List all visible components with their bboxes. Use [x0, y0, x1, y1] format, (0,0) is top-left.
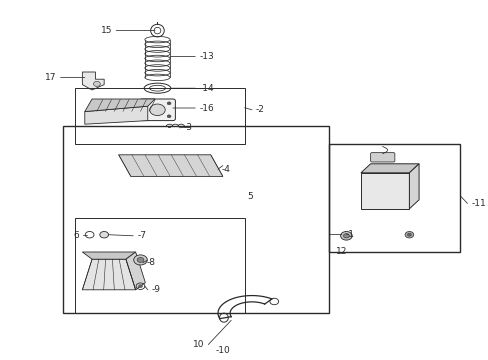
Polygon shape	[119, 155, 223, 176]
Polygon shape	[82, 72, 104, 90]
Polygon shape	[82, 252, 135, 259]
Circle shape	[343, 234, 348, 238]
Circle shape	[167, 102, 171, 105]
Circle shape	[93, 81, 100, 86]
Text: -9: -9	[151, 285, 161, 294]
Text: -16: -16	[199, 104, 213, 112]
Polygon shape	[360, 164, 418, 173]
Polygon shape	[82, 259, 135, 290]
Text: -1: -1	[345, 230, 354, 239]
Text: 12: 12	[335, 247, 346, 256]
Text: -10: -10	[215, 346, 230, 355]
Text: -4: -4	[222, 165, 230, 174]
Text: 10: 10	[193, 340, 204, 349]
Polygon shape	[360, 173, 408, 209]
Text: 5: 5	[246, 192, 252, 201]
Circle shape	[133, 255, 147, 265]
Text: -8: -8	[146, 258, 156, 267]
Circle shape	[167, 115, 171, 118]
Text: -7: -7	[137, 231, 146, 240]
Circle shape	[100, 231, 108, 238]
Circle shape	[404, 231, 413, 238]
Text: -3: -3	[183, 123, 192, 132]
Polygon shape	[408, 164, 418, 209]
Circle shape	[407, 233, 410, 236]
Text: 15: 15	[101, 26, 112, 35]
Circle shape	[340, 231, 351, 240]
Polygon shape	[84, 99, 155, 112]
Circle shape	[143, 102, 147, 105]
Text: -11: -11	[470, 199, 485, 208]
Text: 6: 6	[73, 231, 79, 240]
Bar	[75, 218, 244, 313]
Circle shape	[149, 104, 165, 116]
Text: 17: 17	[45, 73, 57, 82]
Text: -13: -13	[199, 52, 213, 61]
Text: -14: -14	[199, 84, 213, 93]
FancyBboxPatch shape	[139, 99, 175, 121]
FancyBboxPatch shape	[370, 153, 394, 162]
Bar	[75, 88, 244, 144]
Bar	[63, 126, 329, 313]
Circle shape	[137, 257, 143, 262]
Polygon shape	[84, 106, 147, 124]
Circle shape	[138, 285, 142, 288]
Bar	[329, 144, 459, 252]
Text: -2: -2	[255, 105, 264, 114]
Circle shape	[143, 115, 147, 118]
Polygon shape	[126, 252, 145, 290]
